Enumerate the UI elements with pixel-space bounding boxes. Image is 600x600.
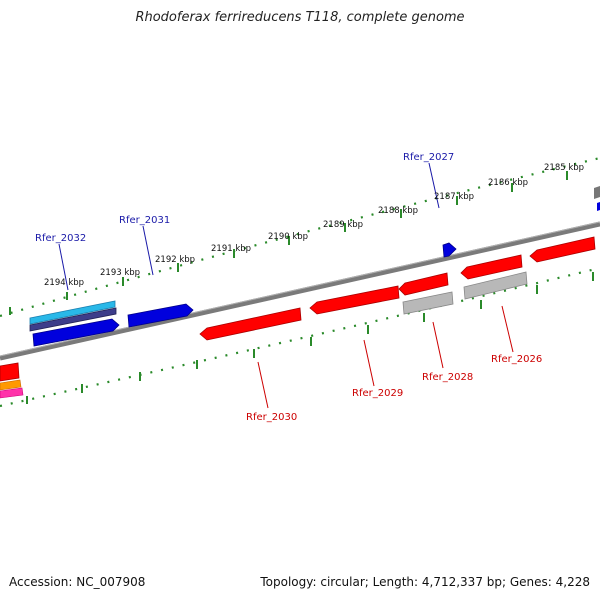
gene-labels: Rfer_2032 Rfer_2031 Rfer_2027 Rfer_2030 …	[35, 152, 542, 423]
scale-label: 2191 kbp	[211, 244, 251, 254]
feature-rfer-2027[interactable]	[442, 242, 457, 258]
feature-edge-magenta[interactable]	[0, 387, 24, 399]
genome-backbone-highlight	[0, 221, 600, 357]
scale-label: 2187 kbp	[434, 192, 474, 202]
scale-label: 2194 kbp	[44, 278, 84, 288]
scale-label: 2185 kbp	[544, 163, 584, 173]
red-leader-lines	[257, 305, 514, 409]
gene-label-rfer-2030[interactable]: Rfer_2030	[246, 412, 297, 423]
feature-edge-orange[interactable]	[0, 379, 22, 391]
inner-scale-ring	[0, 266, 600, 408]
outer-major-ticks	[9, 171, 568, 315]
scale-label: 2186 kbp	[488, 178, 528, 188]
feature-rfer-2026-pseudo[interactable]	[463, 271, 528, 300]
accession-text: Accession: NC_007908	[9, 575, 146, 589]
gene-label-rfer-2029[interactable]: Rfer_2029	[352, 388, 403, 399]
feature-rfer-2029[interactable]	[309, 285, 400, 315]
feature-edge-grey[interactable]	[594, 186, 600, 199]
gene-label-rfer-2027[interactable]: Rfer_2027	[403, 152, 454, 163]
genome-backbone	[0, 221, 600, 361]
feature-rfer-2025[interactable]	[529, 236, 596, 263]
scale-label: 2193 kbp	[100, 268, 140, 278]
misc-feature[interactable]	[29, 307, 117, 332]
feature-edge-red[interactable]	[0, 362, 20, 382]
blue-leader-lines	[58, 162, 440, 291]
feature-rfer-2028-pseudo[interactable]	[402, 291, 454, 315]
gene-label-rfer-2032[interactable]: Rfer_2032	[35, 233, 86, 244]
feature-rfer-2030[interactable]	[199, 307, 302, 341]
feature-edge-blue[interactable]	[597, 202, 600, 211]
topology-text: Topology: circular; Length: 4,712,337 bp…	[260, 575, 590, 589]
scale-label: 2192 kbp	[155, 255, 195, 265]
gene-label-rfer-2031[interactable]: Rfer_2031	[119, 215, 170, 226]
map-title: Rhodoferax ferrireducens T118, complete …	[135, 10, 465, 25]
trna-feature[interactable]	[29, 300, 116, 325]
scale-label: 2188 kbp	[378, 206, 418, 216]
gene-label-rfer-2026[interactable]: Rfer_2026	[491, 354, 542, 365]
feature-rfer-2032[interactable]	[32, 318, 120, 347]
feature-rfer-2026-a[interactable]	[460, 254, 523, 280]
feature-rfer-2028-a[interactable]	[398, 272, 449, 296]
feature-rfer-2031[interactable]	[127, 303, 194, 328]
scale-label: 2189 kbp	[323, 220, 363, 230]
scale-label: 2190 kbp	[268, 232, 308, 242]
inner-major-ticks	[26, 272, 594, 404]
gene-label-rfer-2028[interactable]: Rfer_2028	[422, 372, 473, 383]
scale-labels: 2194 kbp 2193 kbp 2192 kbp 2191 kbp 2190…	[44, 163, 584, 288]
